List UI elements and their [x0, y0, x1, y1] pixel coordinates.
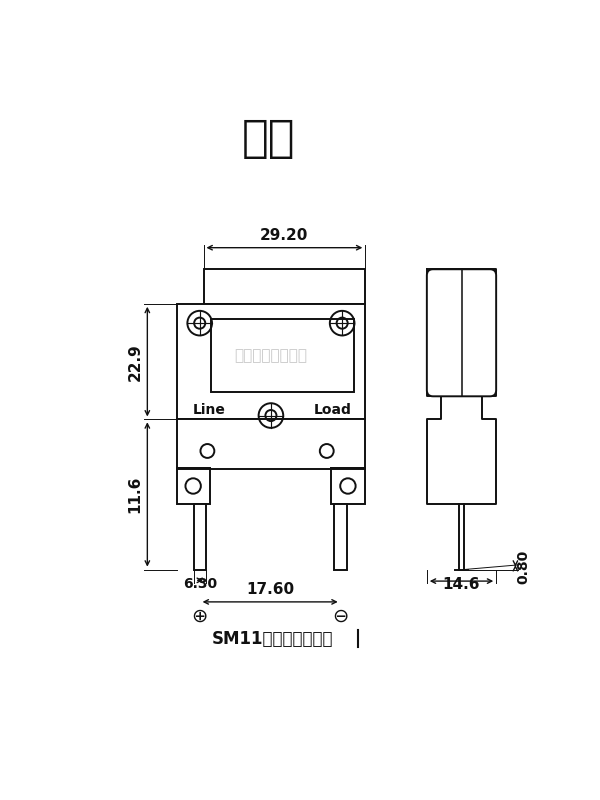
Bar — [203, 270, 365, 304]
Text: ⊕: ⊕ — [191, 606, 208, 626]
Text: 尺寸: 尺寸 — [242, 117, 296, 160]
Text: Load: Load — [314, 403, 352, 417]
Text: 17.60: 17.60 — [246, 582, 294, 598]
Polygon shape — [427, 270, 496, 504]
Bar — [211, 319, 354, 393]
FancyBboxPatch shape — [427, 270, 496, 396]
Text: 广州市赛乐特电子: 广州市赛乐特电子 — [235, 348, 307, 363]
Bar — [176, 419, 365, 470]
Text: 22.9: 22.9 — [128, 342, 143, 381]
Text: 6.30: 6.30 — [182, 577, 217, 591]
Text: ⊖: ⊖ — [332, 606, 349, 626]
Text: 14.6: 14.6 — [443, 577, 480, 592]
Text: 29.20: 29.20 — [260, 228, 308, 243]
Text: SM11直脚外观尺寸图: SM11直脚外观尺寸图 — [212, 630, 334, 648]
Bar — [331, 468, 365, 504]
Bar — [176, 468, 210, 504]
Bar — [194, 504, 206, 570]
Bar — [176, 304, 365, 419]
Bar — [334, 504, 347, 570]
Text: Line: Line — [193, 403, 226, 417]
Bar — [176, 468, 210, 470]
Text: 0.80: 0.80 — [517, 550, 531, 584]
Text: 11.6: 11.6 — [128, 476, 143, 513]
Bar — [331, 468, 365, 470]
